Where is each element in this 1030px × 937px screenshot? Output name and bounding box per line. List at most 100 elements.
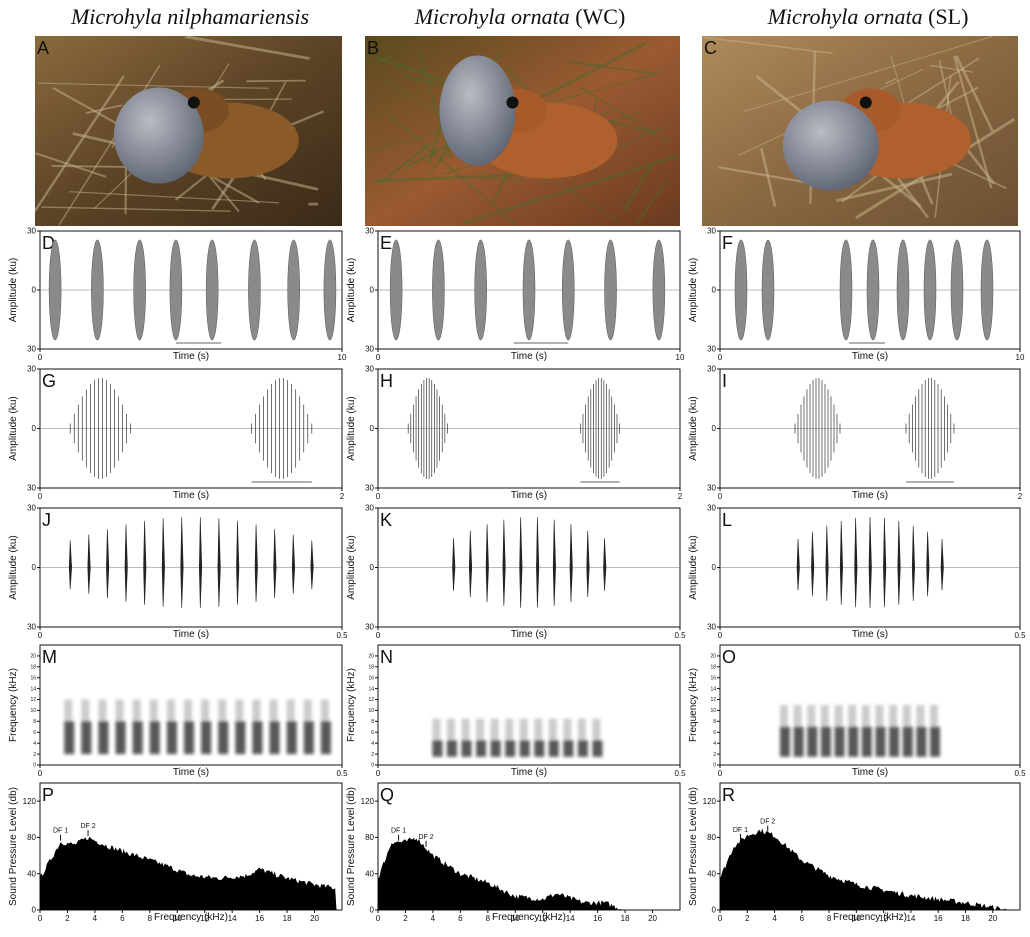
spectral-blob [875, 726, 886, 757]
y-axis-label: Amplitude (ku) [688, 396, 699, 460]
spectral-blob [861, 726, 872, 757]
x-tick-label: 2 [1018, 492, 1023, 501]
call-envelope [91, 239, 104, 341]
y-tick-label: 14 [30, 686, 36, 692]
x-tick-label: 14 [228, 914, 237, 923]
x-tick-label: 0 [38, 769, 43, 778]
spectral-blob [235, 699, 244, 722]
y-tick-label: 80 [27, 833, 36, 842]
call-envelope [133, 239, 146, 341]
photo-detail [85, 104, 123, 114]
spectral-blob [269, 721, 280, 755]
y-tick-label: 30 [365, 227, 374, 236]
y-tick-label: 30 [707, 345, 716, 354]
photo-detail [380, 142, 432, 184]
y-tick-label: 16 [30, 675, 36, 681]
population: (WC) [575, 4, 625, 29]
photo-detail [41, 206, 231, 212]
y-tick-label: 6 [33, 730, 36, 736]
y-tick-label: 2 [371, 752, 374, 758]
pulse [926, 531, 930, 597]
x-tick-label: 0 [376, 769, 381, 778]
x-tick-label: 10 [852, 914, 861, 923]
pulse [552, 519, 556, 606]
spectral-blob [780, 726, 790, 757]
x-axis-label: Frequency (kHz) [492, 912, 566, 923]
y-tick-label: 120 [361, 797, 375, 806]
x-tick-label: 8 [486, 914, 491, 923]
spectral-blob [166, 699, 175, 722]
plot-frame [39, 644, 343, 766]
panel-letter: M [42, 647, 57, 667]
spectral-blob [98, 699, 107, 722]
pulse [236, 520, 240, 605]
spectral-blob [269, 699, 278, 722]
spectral-blob [548, 740, 559, 757]
y-tick-label: 0 [370, 424, 375, 433]
y-axis-label: Sound Pressure Level (db) [688, 787, 699, 906]
spectral-blob [793, 726, 804, 757]
spectral-blob [577, 718, 586, 741]
column-title: Microhyla ornata (SL) [767, 4, 969, 29]
pulse [452, 538, 456, 591]
panel-letter: L [722, 510, 732, 530]
y-tick-label: 0 [32, 424, 37, 433]
panel-letter: O [722, 647, 736, 667]
spectral-blob [534, 740, 545, 757]
column-title: Microhyla nilphamariensis [70, 4, 309, 29]
x-tick-label: 4 [93, 914, 98, 923]
spectral-blob [115, 721, 126, 755]
y-tick-label: 4 [371, 741, 374, 747]
annotation: DF 1 [391, 828, 406, 835]
call-envelope [248, 239, 261, 341]
spectral-blob [476, 740, 487, 757]
spectral-blob [286, 699, 295, 722]
y-tick-label: 0 [712, 906, 717, 915]
x-tick-label: 12 [200, 914, 209, 923]
y-axis-label: Amplitude (ku) [688, 535, 699, 599]
x-axis-label: Time (s) [173, 629, 209, 640]
panel-letter: I [722, 371, 727, 391]
call-envelope [734, 239, 748, 341]
photo-detail [479, 178, 525, 181]
spectral-blob [548, 718, 557, 741]
spectral-blob [432, 740, 443, 757]
panel-letter: N [380, 647, 393, 667]
call-envelope [761, 239, 775, 341]
x-tick-label: 0 [718, 631, 723, 640]
pulse [180, 517, 184, 608]
x-axis-label: Time (s) [173, 351, 209, 362]
x-axis-label: Time (s) [173, 767, 209, 778]
spectral-blob [132, 721, 143, 755]
spectral-blob [505, 718, 514, 741]
spectral-blob [490, 740, 501, 757]
x-tick-label: 2 [678, 492, 683, 501]
spectral-blob [490, 718, 499, 741]
spectral-blob [902, 705, 911, 727]
spectral-blob [218, 699, 227, 722]
pulse [485, 524, 489, 603]
y-tick-label: 40 [707, 869, 716, 878]
y-tick-label: 30 [365, 345, 374, 354]
spectral-blob [183, 721, 194, 755]
y-axis-label: Sound Pressure Level (db) [8, 787, 19, 906]
x-tick-label: 4 [772, 914, 777, 923]
y-tick-label: 10 [710, 708, 716, 714]
pulse [536, 517, 540, 608]
x-tick-label: 8 [827, 914, 832, 923]
x-tick-label: 14 [566, 914, 575, 923]
frog-eye [859, 96, 872, 109]
photo-detail [462, 154, 679, 225]
y-tick-label: 16 [368, 675, 374, 681]
x-tick-label: 0 [38, 914, 43, 923]
x-tick-label: 6 [458, 914, 463, 923]
annotation: DF 1 [733, 827, 748, 834]
pulse [124, 524, 128, 602]
y-tick-label: 2 [33, 752, 36, 758]
panel-letter: H [380, 371, 393, 391]
y-tick-label: 2 [713, 752, 716, 758]
spectral-blob [534, 718, 543, 741]
x-tick-label: 10 [338, 353, 347, 362]
y-axis-label: Amplitude (ku) [346, 258, 357, 322]
y-tick-label: 30 [365, 504, 374, 513]
